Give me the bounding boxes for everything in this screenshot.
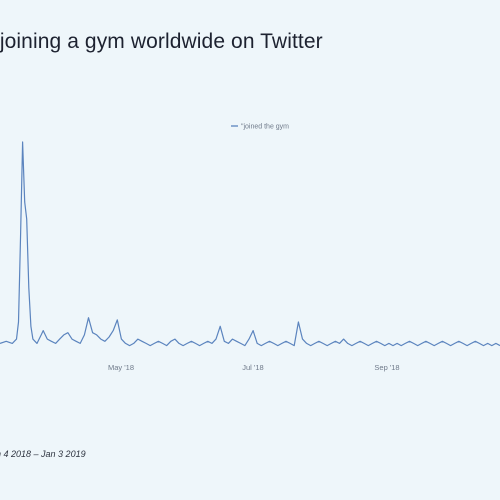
date-range-footer: an 4 2018 – Jan 3 2019: [0, 449, 86, 459]
chart-title: f joining a gym worldwide on Twitter: [0, 30, 323, 53]
x-tick-label: May '18: [108, 363, 134, 372]
legend-label: "joined the gym: [241, 124, 289, 131]
series-line-joined-the-gym[interactable]: [0, 141, 500, 347]
x-tick-label: Sep '18: [374, 363, 399, 372]
x-tick-label: Jul '18: [242, 363, 263, 372]
legend[interactable]: "joined the gym: [231, 124, 289, 131]
